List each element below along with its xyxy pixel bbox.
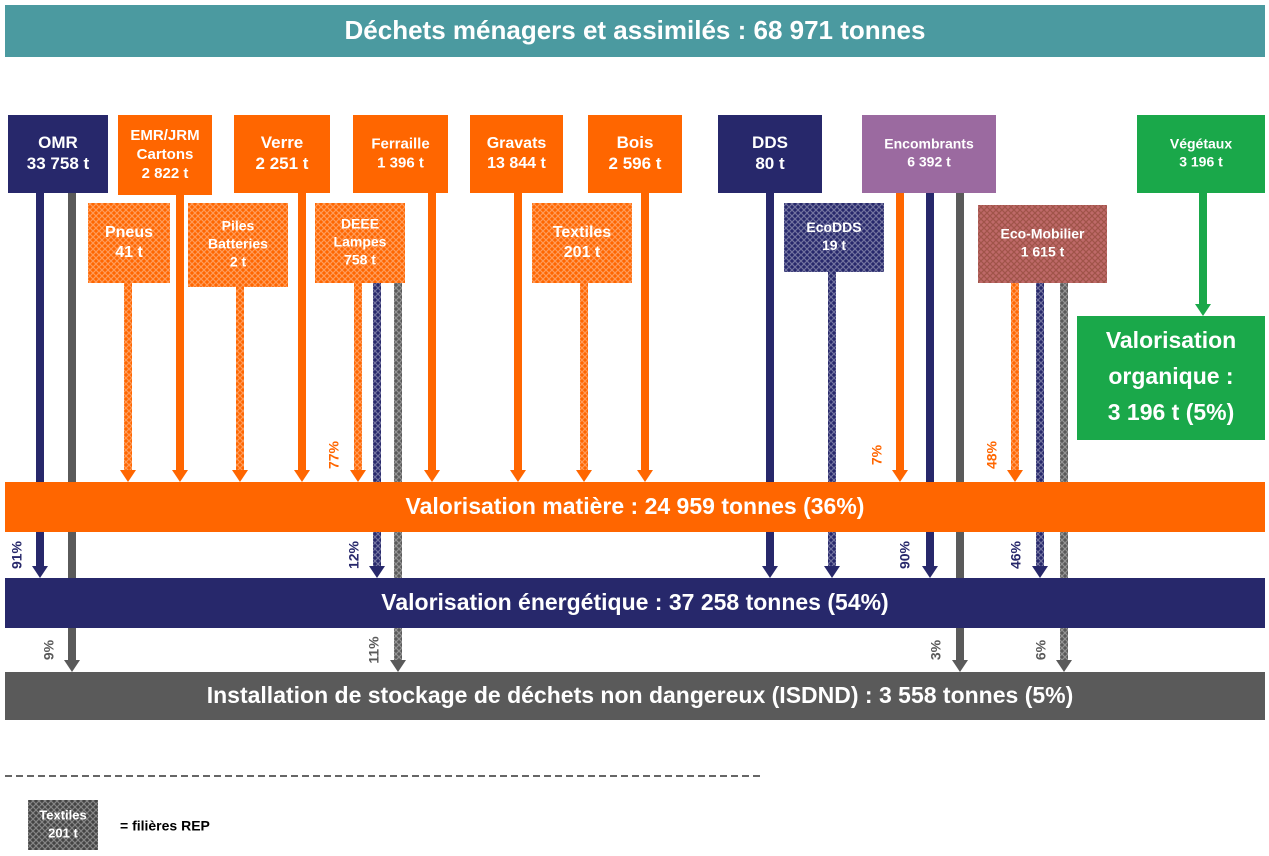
node-label: 2 251 t	[256, 154, 309, 173]
node-box	[118, 115, 212, 195]
arrow-head	[294, 470, 310, 482]
node-label: 41 t	[115, 244, 143, 261]
legend-box-text: Textiles	[39, 807, 86, 822]
title-bar	[5, 5, 1265, 57]
percentage: 46%	[1008, 540, 1024, 569]
node-label: OMR	[38, 133, 78, 152]
node-label: 2 822 t	[142, 165, 189, 182]
bar-label: Valorisation matière : 24 959 tonnes (36…	[406, 493, 865, 519]
node-label: 2 596 t	[609, 154, 662, 173]
node-pattern	[188, 203, 288, 287]
percentage: 12%	[346, 540, 362, 569]
node-label: 201 t	[564, 244, 601, 261]
node-label: 80 t	[755, 154, 785, 173]
node-label: 1 396 t	[377, 154, 424, 171]
node-box	[718, 115, 822, 193]
node-label: 13 844 t	[487, 155, 546, 172]
percentage: 6%	[1033, 639, 1049, 660]
arrow-head	[1195, 304, 1211, 316]
percentage: 7%	[869, 444, 885, 465]
node-label: 3 196 t	[1179, 154, 1223, 170]
percentage: 3%	[928, 639, 944, 660]
arrow-head	[64, 660, 80, 672]
arrow-head	[762, 566, 778, 578]
arrow-head	[952, 660, 968, 672]
arrow-head	[120, 470, 136, 482]
arrow-head	[32, 566, 48, 578]
legend-box-text: 201 t	[48, 825, 78, 840]
organic-label: 3 196 t (5%)	[1108, 399, 1235, 425]
percentage: 48%	[984, 440, 1000, 469]
arrow-head	[1007, 470, 1023, 482]
organic-box	[1077, 316, 1265, 440]
percentage: 11%	[366, 636, 382, 664]
node-box	[353, 115, 448, 193]
percentage: 77%	[326, 440, 342, 469]
node-label: Gravats	[487, 135, 547, 152]
node-box	[588, 115, 682, 193]
bar-label: Valorisation énergétique : 37 258 tonnes…	[381, 589, 888, 615]
percentage: 90%	[897, 540, 913, 569]
bar-label: Installation de stockage de déchets non …	[207, 682, 1074, 708]
node-pattern	[978, 205, 1107, 283]
node-label: DDS	[752, 133, 788, 152]
node-pattern	[978, 205, 1107, 283]
node-label: Lampes	[334, 234, 387, 250]
percentage: 9%	[41, 639, 57, 660]
bar-matiere	[5, 482, 1265, 532]
node-label: Batteries	[208, 236, 268, 252]
node-label: 2 t	[230, 254, 247, 270]
arrow-head	[390, 660, 406, 672]
percentage: 91%	[9, 540, 25, 569]
node-box	[1137, 115, 1265, 193]
node-label: 33 758 t	[27, 154, 90, 173]
arrow-head	[824, 566, 840, 578]
arrow-head	[892, 470, 908, 482]
node-label: DEEE	[341, 216, 379, 232]
node-label: Végétaux	[1170, 136, 1232, 152]
arrow-head	[172, 470, 188, 482]
node-label: Eco-Mobilier	[1000, 226, 1085, 242]
arrow-head	[637, 470, 653, 482]
node-box	[8, 115, 108, 193]
node-label: Textiles	[553, 224, 612, 241]
node-label: Ferraille	[371, 135, 429, 152]
arrow-head	[1032, 566, 1048, 578]
node-label: Encombrants	[884, 136, 974, 152]
node-label: EcoDDS	[806, 219, 861, 235]
arrow-head	[369, 566, 385, 578]
node-pattern	[88, 203, 170, 283]
node-label: Pneus	[105, 224, 153, 241]
arrow-head	[350, 470, 366, 482]
node-label: 19 t	[822, 237, 846, 253]
node-box	[470, 115, 563, 193]
node-box	[234, 115, 330, 193]
arrow-head	[576, 470, 592, 482]
legend-pattern	[28, 800, 98, 850]
node-label: EMR/JRM	[130, 127, 199, 144]
arrow-head	[922, 566, 938, 578]
node-label: Verre	[261, 133, 304, 152]
arrow-head	[232, 470, 248, 482]
node-label: 1 615 t	[1021, 244, 1065, 260]
node-label: Bois	[617, 133, 654, 152]
node-label: Cartons	[137, 146, 194, 163]
organic-label: organique :	[1108, 363, 1233, 389]
node-label: Piles	[222, 218, 255, 234]
title: Déchets ménagers et assimilés : 68 971 t…	[345, 15, 926, 45]
arrow-head	[1056, 660, 1072, 672]
node-box	[862, 115, 996, 193]
arrow-head	[510, 470, 526, 482]
organic-label: Valorisation	[1106, 327, 1236, 353]
node-pattern	[315, 203, 405, 283]
node-label: 6 392 t	[907, 154, 951, 170]
bar-energetique	[5, 578, 1265, 628]
node-label: 758 t	[344, 252, 376, 268]
node-pattern	[532, 203, 632, 283]
bar-isdnd	[5, 672, 1265, 720]
arrow-head	[424, 470, 440, 482]
legend-text: = filières REP	[120, 818, 210, 834]
node-pattern	[784, 203, 884, 272]
